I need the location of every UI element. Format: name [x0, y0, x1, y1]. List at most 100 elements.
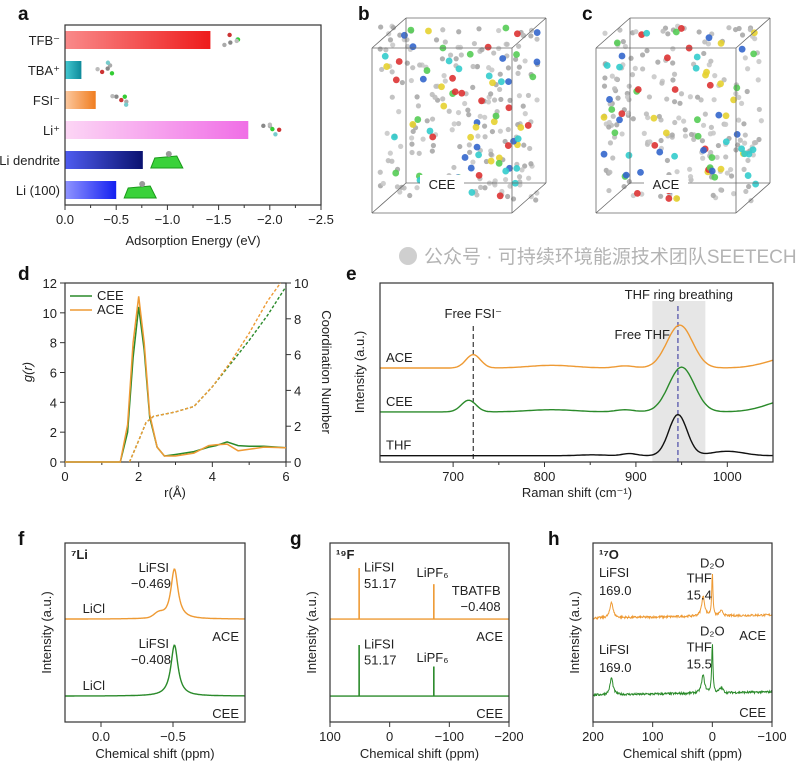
- atom: [736, 25, 742, 32]
- peak-value: 169.0: [599, 660, 632, 675]
- atom: [389, 69, 395, 75]
- atom: [505, 65, 512, 71]
- panel-a-xtick-label: −2.5: [308, 212, 334, 227]
- atom: [410, 128, 416, 135]
- atom: [669, 132, 675, 138]
- panel-letter: e: [346, 264, 357, 285]
- atom: [527, 145, 533, 152]
- atom: [432, 94, 438, 100]
- atom: [696, 29, 702, 35]
- atom: [387, 150, 393, 156]
- atom: [488, 151, 494, 157]
- atom: [724, 170, 730, 176]
- atom: [707, 131, 714, 137]
- atom: [633, 189, 641, 197]
- atom: [639, 52, 646, 58]
- atom: [398, 143, 404, 149]
- atom: [600, 113, 608, 121]
- atom: [664, 157, 671, 164]
- atom: [429, 148, 435, 154]
- atom: [383, 63, 391, 70]
- peak-value: −0.408: [131, 652, 171, 667]
- atom: [441, 73, 447, 79]
- atom: [643, 29, 651, 37]
- atom: [682, 127, 688, 133]
- atom: [694, 116, 701, 124]
- atom: [630, 116, 636, 122]
- atom: [467, 149, 473, 155]
- atom: [502, 24, 510, 32]
- x-tick-label: −0.5: [160, 729, 186, 744]
- series-label: ACE: [739, 628, 766, 643]
- atom: [466, 112, 472, 118]
- peak-label: LiFSI: [364, 637, 394, 652]
- molecule-icon: [222, 42, 227, 48]
- x-tick-label: 100: [319, 729, 341, 744]
- atom: [665, 31, 671, 37]
- atom: [743, 188, 749, 195]
- atom: [401, 31, 408, 39]
- nucleus-label: ¹⁹F: [336, 547, 354, 562]
- atom: [419, 75, 427, 83]
- atom: [491, 97, 498, 103]
- atom: [470, 63, 476, 70]
- atom: [702, 111, 708, 117]
- atom: [505, 104, 513, 112]
- peak-label: LiFSI: [139, 560, 169, 575]
- atom: [442, 39, 448, 45]
- atom: [423, 67, 431, 74]
- atom: [745, 66, 751, 72]
- atom: [741, 121, 747, 127]
- atom: [475, 171, 483, 179]
- reference-label: LiPF₆: [417, 650, 449, 665]
- peak-label: LiFSI: [364, 560, 394, 575]
- atom: [753, 139, 759, 146]
- atom: [446, 108, 452, 114]
- atom: [637, 168, 644, 176]
- molecule-icon: [105, 66, 110, 71]
- atom: [664, 96, 670, 102]
- atom: [420, 136, 426, 142]
- atom: [742, 55, 748, 61]
- atom: [525, 92, 532, 99]
- atom: [521, 142, 527, 148]
- atom: [429, 133, 437, 141]
- atom: [466, 50, 474, 58]
- atom: [745, 157, 751, 164]
- atom: [706, 81, 714, 89]
- series-label: CEE: [476, 706, 503, 721]
- y2-tick-label: 10: [294, 276, 308, 291]
- y-tick-label: 6: [50, 366, 57, 381]
- atom: [491, 50, 497, 56]
- atom: [656, 113, 662, 120]
- reference-label: LiCl: [83, 678, 106, 693]
- atom: [507, 183, 513, 189]
- atom: [658, 193, 664, 199]
- atom: [756, 106, 762, 113]
- molecule-icon: [99, 69, 105, 75]
- atom: [451, 88, 459, 96]
- molecule-icon: [122, 94, 127, 99]
- atom: [485, 72, 493, 80]
- atom: [512, 56, 519, 62]
- y-tick-label: 12: [43, 276, 57, 291]
- raman-curve-ace: [380, 324, 774, 369]
- panel-h-frame: [592, 542, 773, 723]
- atom: [660, 28, 666, 34]
- y-axis-label: Intensity (a.u.): [304, 591, 319, 673]
- atom: [497, 128, 503, 134]
- atom: [607, 169, 613, 175]
- atom: [728, 173, 735, 179]
- atom: [438, 83, 445, 91]
- atom: [738, 145, 745, 153]
- atom: [522, 58, 528, 64]
- atom: [603, 62, 611, 69]
- atom: [614, 122, 620, 128]
- atom: [687, 166, 693, 172]
- atom: [471, 40, 478, 47]
- atom: [749, 146, 757, 154]
- atom: [607, 140, 614, 146]
- panel-e-xtick-label: 800: [534, 469, 556, 484]
- x-tick-label: 0: [709, 729, 716, 744]
- molecule-icon: [123, 102, 129, 107]
